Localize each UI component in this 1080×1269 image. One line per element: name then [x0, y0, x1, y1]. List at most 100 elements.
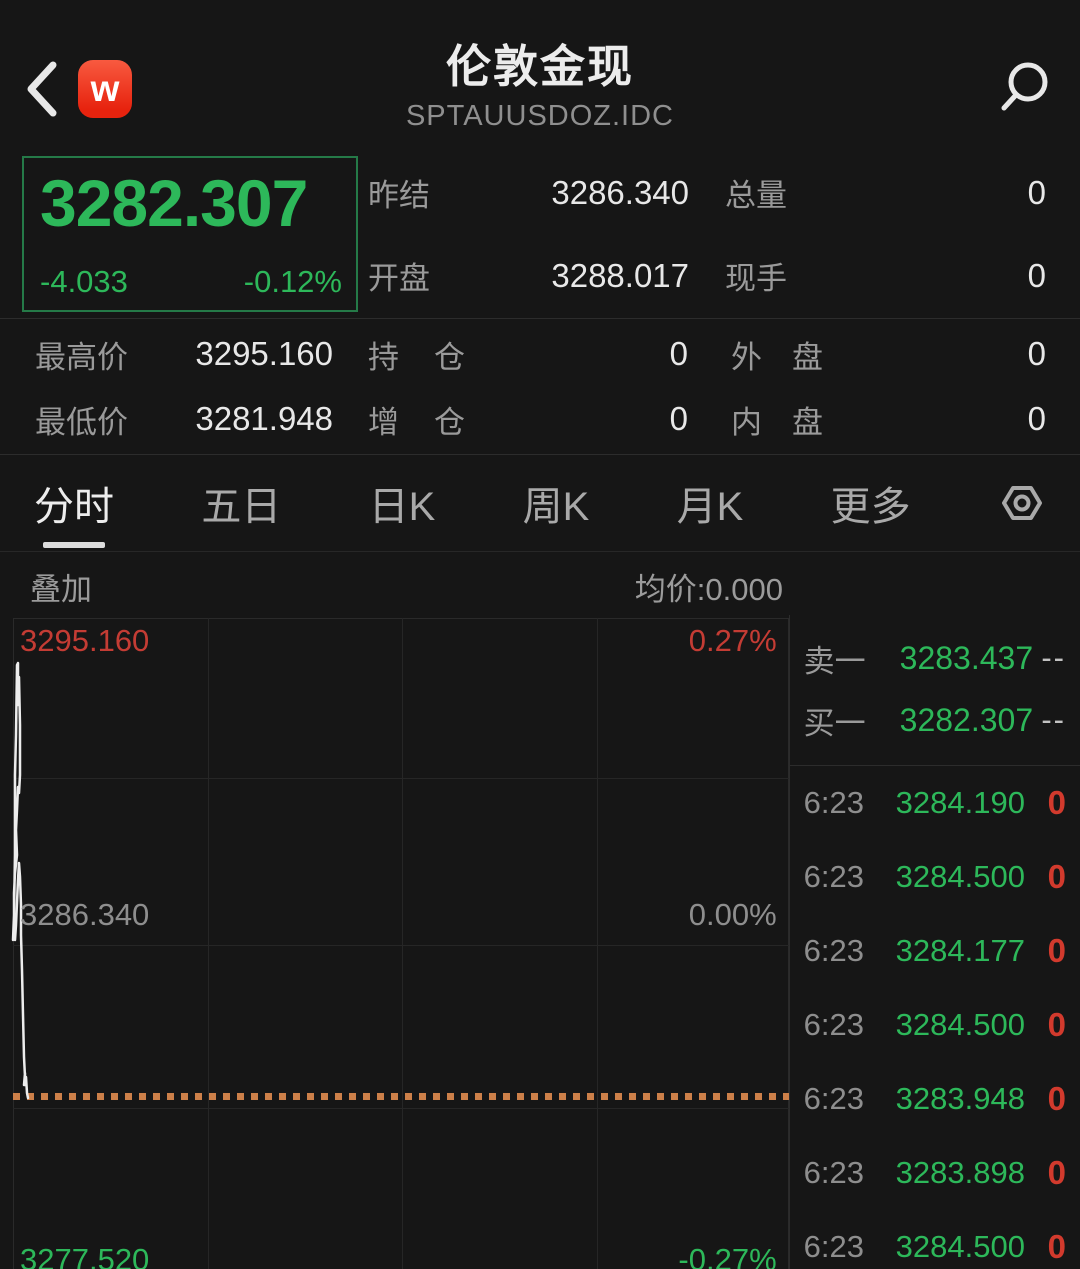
hexagon-settings-icon: [1001, 486, 1042, 520]
last-price: 3282.307: [40, 166, 308, 240]
price-change: -4.033: [40, 264, 128, 299]
stat-label: 内盘: [731, 404, 823, 440]
stat-value: 0: [1027, 335, 1046, 372]
ask-price: 3283.437: [899, 639, 1034, 676]
trade-row: 6:23 3284.500 0: [804, 1210, 1066, 1269]
intraday-chart[interactable]: 3295.160 0.27% 3286.340 0.00% 3277.520 -…: [0, 615, 789, 1269]
trade-volume: 0: [1047, 1080, 1066, 1117]
chart-settings-button[interactable]: [998, 455, 1046, 551]
grid-line: [597, 618, 598, 1269]
stat-label: 现手: [725, 261, 787, 296]
divider: [789, 765, 1080, 766]
trade-time: 6:23: [803, 1007, 864, 1042]
axis-high-price: 3295.160: [20, 623, 150, 658]
tab-more[interactable]: 更多: [830, 485, 911, 529]
ask-row: 卖一 3283.437 --: [804, 627, 1066, 689]
average-price-label: 均价:0.000: [634, 572, 783, 607]
back-button[interactable]: [24, 60, 60, 118]
bid-row: 买一 3282.307 --: [804, 689, 1066, 751]
trade-volume: 0: [1047, 784, 1066, 821]
price-change-pct: -0.12%: [243, 264, 342, 299]
stat-label: 最高价: [35, 339, 128, 375]
trade-price: 3284.190: [895, 785, 1025, 820]
tab-monthly-k[interactable]: 月K: [676, 485, 744, 529]
trade-price: 3284.500: [895, 1007, 1025, 1042]
trade-price: 3283.948: [895, 1081, 1025, 1116]
stat-label: 总量: [725, 178, 787, 213]
bid-price: 3282.307: [899, 701, 1034, 738]
wind-logo-letter: w: [90, 68, 120, 109]
chart-frame: [13, 618, 789, 1269]
stat-value: 0: [1027, 256, 1046, 294]
chevron-left-icon: [27, 61, 57, 117]
trade-time: 6:23: [803, 1081, 864, 1116]
last-price-box: 3282.307 -4.033 -0.12%: [22, 156, 358, 312]
stat-label: 外盘: [731, 339, 823, 375]
stat-value: 0: [1027, 173, 1046, 211]
page-title: 伦敦金现: [445, 41, 634, 92]
trade-time: 6:23: [803, 933, 864, 968]
trade-volume: 0: [1047, 1154, 1066, 1191]
trade-volume: 0: [1047, 1228, 1066, 1265]
stat-label: 开盘: [368, 261, 430, 296]
trade-volume: 0: [1047, 932, 1066, 969]
instrument-code: SPTAUUSDOZ.IDC: [405, 100, 675, 132]
stat-value: 3286.340: [551, 173, 689, 211]
trade-row: 6:23 3284.177 0: [804, 914, 1066, 988]
axis-low-price: 3277.520: [20, 1242, 150, 1269]
grid-line: [13, 1108, 789, 1109]
tab-5day[interactable]: 五日: [201, 485, 282, 529]
stat-label: 持仓: [368, 339, 465, 375]
tab-weekly-k[interactable]: 周K: [522, 485, 590, 529]
grid-line: [13, 778, 789, 779]
wind-logo: w: [78, 60, 132, 118]
stat-value: 3288.017: [551, 256, 689, 294]
stat-value: 0: [669, 335, 688, 372]
trade-time: 6:23: [803, 1155, 864, 1190]
grid-line: [402, 618, 403, 1269]
trade-row: 6:23 3284.500 0: [804, 840, 1066, 914]
trade-row: 6:23 3284.190 0: [804, 766, 1066, 840]
stats-band: 最高价 3295.160 持仓 0 外盘 0 最低价 3281.948 增仓 0…: [0, 318, 1080, 455]
search-icon: [1001, 62, 1048, 111]
chart-toolbar: 叠加 均价:0.000: [0, 552, 1080, 615]
trade-row: 6:23 3283.898 0: [804, 1136, 1066, 1210]
trade-row: 6:23 3283.948 0: [804, 1062, 1066, 1136]
stat-label: 增仓: [368, 404, 465, 440]
trade-row: 6:23 3284.500 0: [804, 988, 1066, 1062]
trade-volume: 0: [1047, 1006, 1066, 1043]
axis-high-pct: 0.27%: [688, 623, 777, 658]
bid-label: 买一: [803, 705, 866, 741]
stat-value: 0: [1027, 400, 1046, 437]
main-content: 3295.160 0.27% 3286.340 0.00% 3277.520 -…: [0, 615, 1080, 1269]
current-price-dotted-line: [13, 1093, 789, 1100]
bid-qty: --: [1041, 702, 1066, 737]
header: w 伦敦金现 SPTAUUSDOZ.IDC: [0, 0, 1080, 150]
axis-mid-pct: 0.00%: [688, 897, 777, 932]
trade-time: 6:23: [803, 859, 864, 894]
overlay-button[interactable]: 叠加: [30, 572, 92, 607]
period-tabs: 分时 五日 日K 周K 月K 更多: [0, 455, 1080, 552]
tab-daily-k[interactable]: 日K: [368, 485, 436, 529]
price-line: [11, 661, 30, 1100]
ask-qty: --: [1041, 640, 1066, 675]
stat-label: 最低价: [35, 404, 128, 440]
grid-line: [13, 945, 789, 946]
trade-price: 3283.898: [895, 1155, 1025, 1190]
quote-stats: 昨结 3286.340 总量 0 开盘 3288.017 现手 0: [368, 170, 1046, 298]
stat-value: 3281.948: [195, 400, 333, 437]
tab-minute[interactable]: 分时: [34, 455, 114, 551]
axis-mid-price: 3286.340: [20, 897, 150, 932]
stat-value: 0: [669, 400, 688, 437]
order-panel: 卖一 3283.437 -- 买一 3282.307 -- 6:23 3284.…: [788, 615, 1080, 1269]
trade-volume: 0: [1047, 858, 1066, 895]
trade-price: 3284.500: [895, 1229, 1025, 1264]
trade-time: 6:23: [803, 785, 864, 820]
stat-value: 3295.160: [195, 335, 333, 372]
trade-list[interactable]: 6:23 3284.190 0 6:23 3284.500 0 6:23 328…: [804, 766, 1066, 1269]
stat-label: 昨结: [368, 178, 430, 213]
trade-time: 6:23: [803, 1229, 864, 1264]
search-button[interactable]: [998, 58, 1054, 114]
axis-low-pct: -0.27%: [678, 1242, 777, 1269]
